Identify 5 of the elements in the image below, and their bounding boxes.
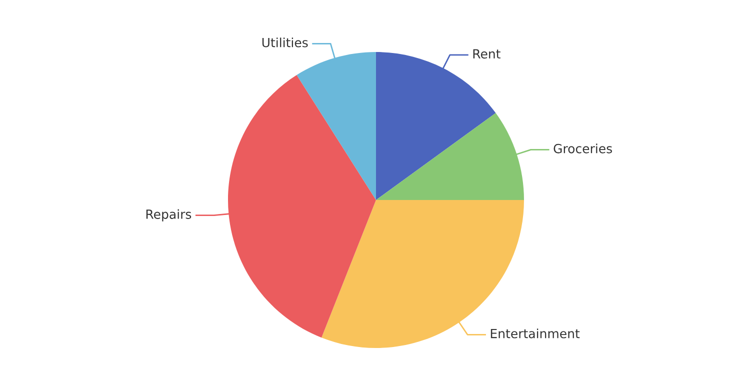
slice-label: Rent [473,49,500,59]
slice-label: Repairs [146,209,192,222]
slice-label: Entertainment [490,328,580,338]
slice-label: Groceries [554,144,612,154]
slice-label: Utilities [262,38,308,48]
